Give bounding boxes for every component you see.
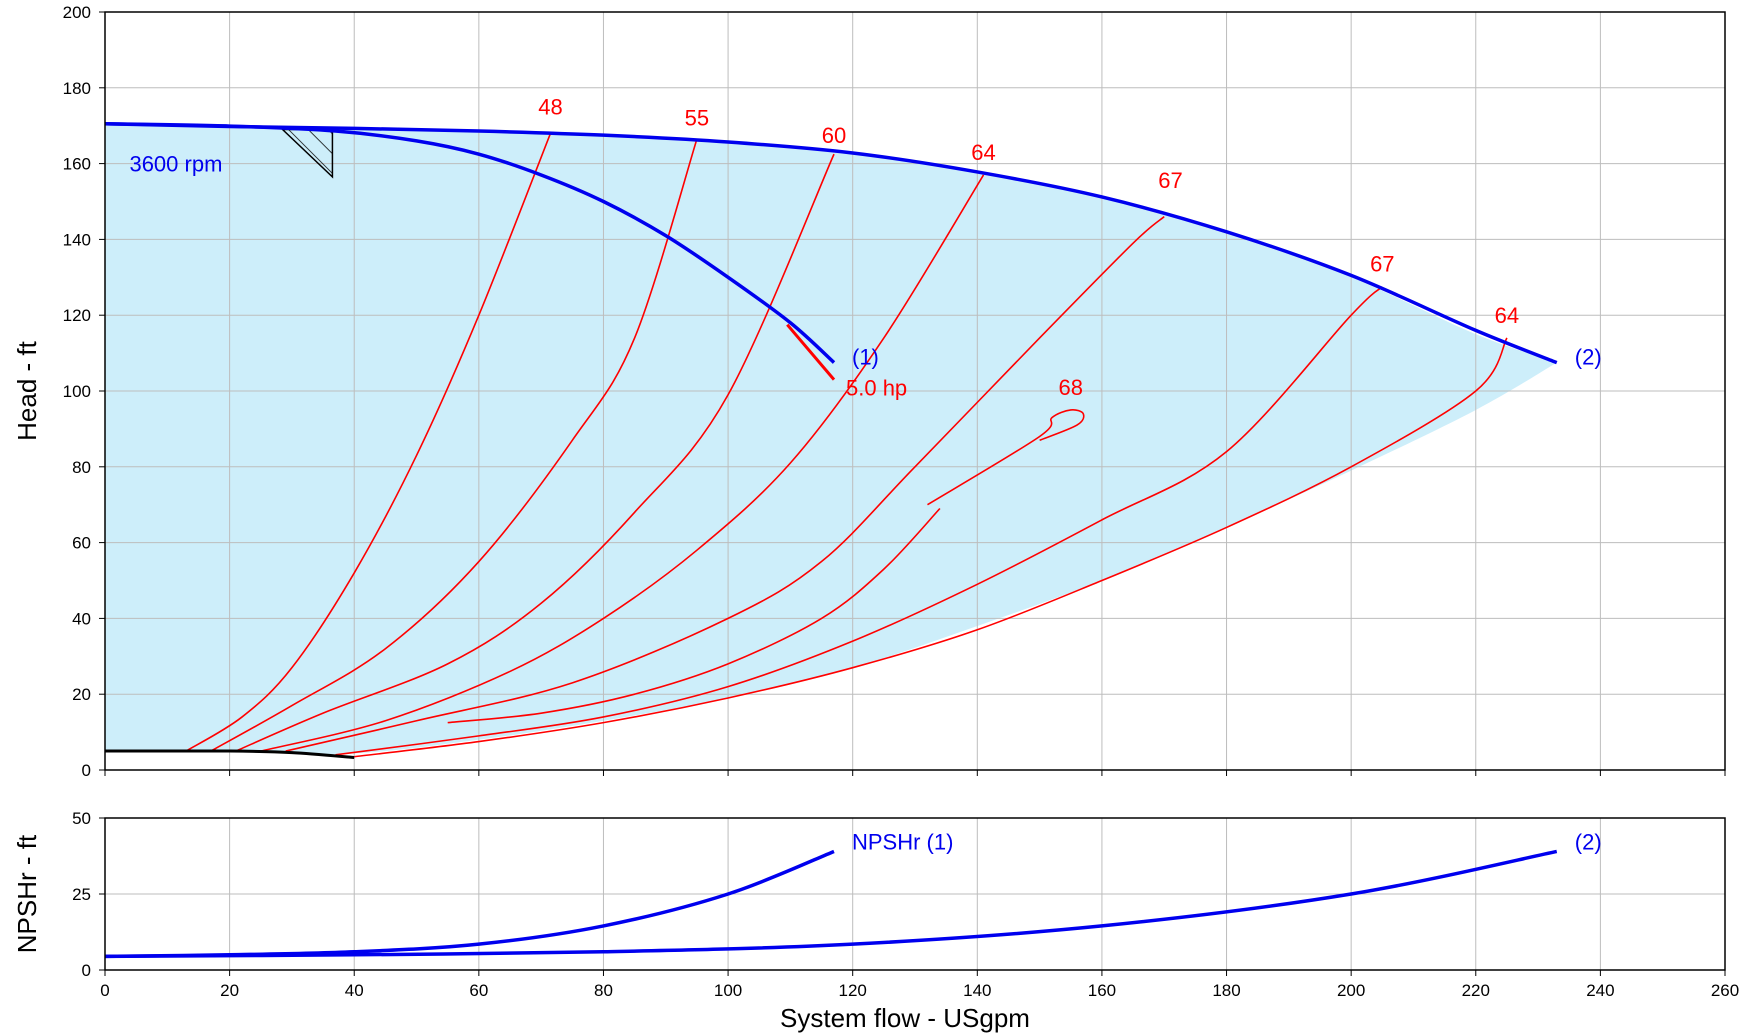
min-flow-curve bbox=[105, 749, 355, 759]
npsh-curve bbox=[105, 849, 1558, 959]
x-tick-label: 180 bbox=[1212, 981, 1240, 1000]
y-tick-label: 140 bbox=[63, 230, 91, 249]
y-tick-label: 160 bbox=[63, 155, 91, 174]
efficiency-label-64: 64 bbox=[1495, 303, 1519, 328]
x-tick-label: 100 bbox=[714, 981, 742, 1000]
x-tick-label: 120 bbox=[839, 981, 867, 1000]
y-tick-label: 40 bbox=[72, 609, 91, 628]
operating-envelope bbox=[105, 123, 1557, 754]
plot-area bbox=[105, 12, 1725, 770]
efficiency-curve-64 bbox=[260, 174, 985, 752]
x-tick-label: 240 bbox=[1586, 981, 1614, 1000]
npsh-curve-label: (2) bbox=[1575, 829, 1602, 854]
efficiency-label-55: 55 bbox=[685, 106, 709, 131]
y-tick-label: 200 bbox=[63, 3, 91, 22]
efficiency-curve-67 bbox=[285, 216, 1165, 752]
y-axis-title: Head - ft bbox=[12, 340, 42, 440]
x-tick-label: 140 bbox=[963, 981, 991, 1000]
x-tick-label: 60 bbox=[469, 981, 488, 1000]
efficiency-label-67: 67 bbox=[1158, 168, 1182, 193]
efficiency-label-60: 60 bbox=[822, 123, 846, 148]
y-tick-label: 0 bbox=[82, 761, 91, 780]
x-tick-label: 20 bbox=[220, 981, 239, 1000]
efficiency-curve-60 bbox=[235, 153, 835, 752]
head-panel: 0 20 40 60 80 100 120 140 160 180 200 48 55 60 64 67 68 6… bbox=[12, 3, 1726, 780]
head-curve-label: (1) bbox=[852, 345, 879, 370]
plot-frame bbox=[104, 11, 1726, 771]
y-tick-label: 20 bbox=[72, 685, 91, 704]
efficiency-curve-55 bbox=[210, 138, 698, 752]
efficiency-label-68: 68 bbox=[1059, 375, 1083, 400]
x-tick-label: 40 bbox=[345, 981, 364, 1000]
efficiency-curve-64 bbox=[354, 337, 1508, 758]
efficiency-curve-67 bbox=[335, 286, 1383, 756]
y-tick-label: 180 bbox=[63, 79, 91, 98]
x-tick-label: 160 bbox=[1088, 981, 1116, 1000]
y-tick-label: 50 bbox=[72, 809, 91, 828]
y-tick-label: 100 bbox=[63, 382, 91, 401]
efficiency-curve-68 bbox=[447, 507, 941, 724]
npsh-panel: 0 25 50 0 20 40 60 80 100 120 140 160 180 200 220 240 26… bbox=[12, 809, 1739, 1033]
plot-area bbox=[105, 818, 1725, 970]
x-tick-label: 220 bbox=[1462, 981, 1490, 1000]
x-tick-label: 260 bbox=[1711, 981, 1739, 1000]
x-axis-title: System flow - USgpm bbox=[780, 1003, 1030, 1033]
plot-frame bbox=[104, 817, 1726, 971]
efficiency-label-48: 48 bbox=[538, 94, 562, 119]
power-marker-line bbox=[786, 323, 836, 381]
head-curve-2 bbox=[105, 122, 1558, 365]
x-tick-label: 200 bbox=[1337, 981, 1365, 1000]
x-tick-label: 80 bbox=[594, 981, 613, 1000]
y-tick-label: 120 bbox=[63, 306, 91, 325]
y-tick-label: 25 bbox=[72, 885, 91, 904]
speed-label: 3600 rpm bbox=[129, 152, 222, 177]
efficiency-curve-48 bbox=[185, 132, 552, 752]
x-tick-label: 0 bbox=[100, 981, 109, 1000]
power-marker-label: 5.0 hp bbox=[846, 376, 907, 401]
y-tick-label: 80 bbox=[72, 458, 91, 477]
efficiency-label-67: 67 bbox=[1370, 252, 1394, 277]
y-axis-title: NPSHr - ft bbox=[12, 834, 42, 953]
y-tick-label: 60 bbox=[72, 534, 91, 553]
head-curve-label: (2) bbox=[1575, 345, 1602, 370]
y-tick-label: 0 bbox=[82, 961, 91, 980]
efficiency-curve-68 bbox=[927, 409, 1085, 506]
npsh-curve-label: NPSHr (1) bbox=[852, 829, 953, 854]
efficiency-label-64: 64 bbox=[971, 140, 995, 165]
